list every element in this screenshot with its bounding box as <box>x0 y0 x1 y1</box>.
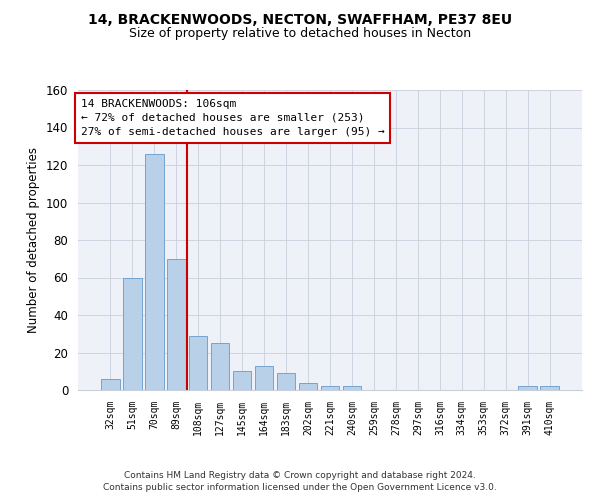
Text: 14 BRACKENWOODS: 106sqm
← 72% of detached houses are smaller (253)
27% of semi-d: 14 BRACKENWOODS: 106sqm ← 72% of detache… <box>80 99 384 137</box>
Bar <box>167 259 185 390</box>
Bar <box>299 382 317 390</box>
Text: 14, BRACKENWOODS, NECTON, SWAFFHAM, PE37 8EU: 14, BRACKENWOODS, NECTON, SWAFFHAM, PE37… <box>88 12 512 26</box>
Bar <box>255 366 274 390</box>
Bar <box>145 154 164 390</box>
Bar <box>320 386 340 390</box>
Bar <box>189 336 208 390</box>
Bar <box>541 386 559 390</box>
Bar <box>233 371 251 390</box>
Bar <box>518 386 537 390</box>
Bar <box>123 278 142 390</box>
Bar <box>343 386 361 390</box>
Y-axis label: Number of detached properties: Number of detached properties <box>28 147 40 333</box>
Text: Contains HM Land Registry data © Crown copyright and database right 2024.: Contains HM Land Registry data © Crown c… <box>124 471 476 480</box>
Bar <box>277 373 295 390</box>
Text: Size of property relative to detached houses in Necton: Size of property relative to detached ho… <box>129 28 471 40</box>
Bar <box>101 379 119 390</box>
Bar <box>211 343 229 390</box>
Text: Contains public sector information licensed under the Open Government Licence v3: Contains public sector information licen… <box>103 484 497 492</box>
